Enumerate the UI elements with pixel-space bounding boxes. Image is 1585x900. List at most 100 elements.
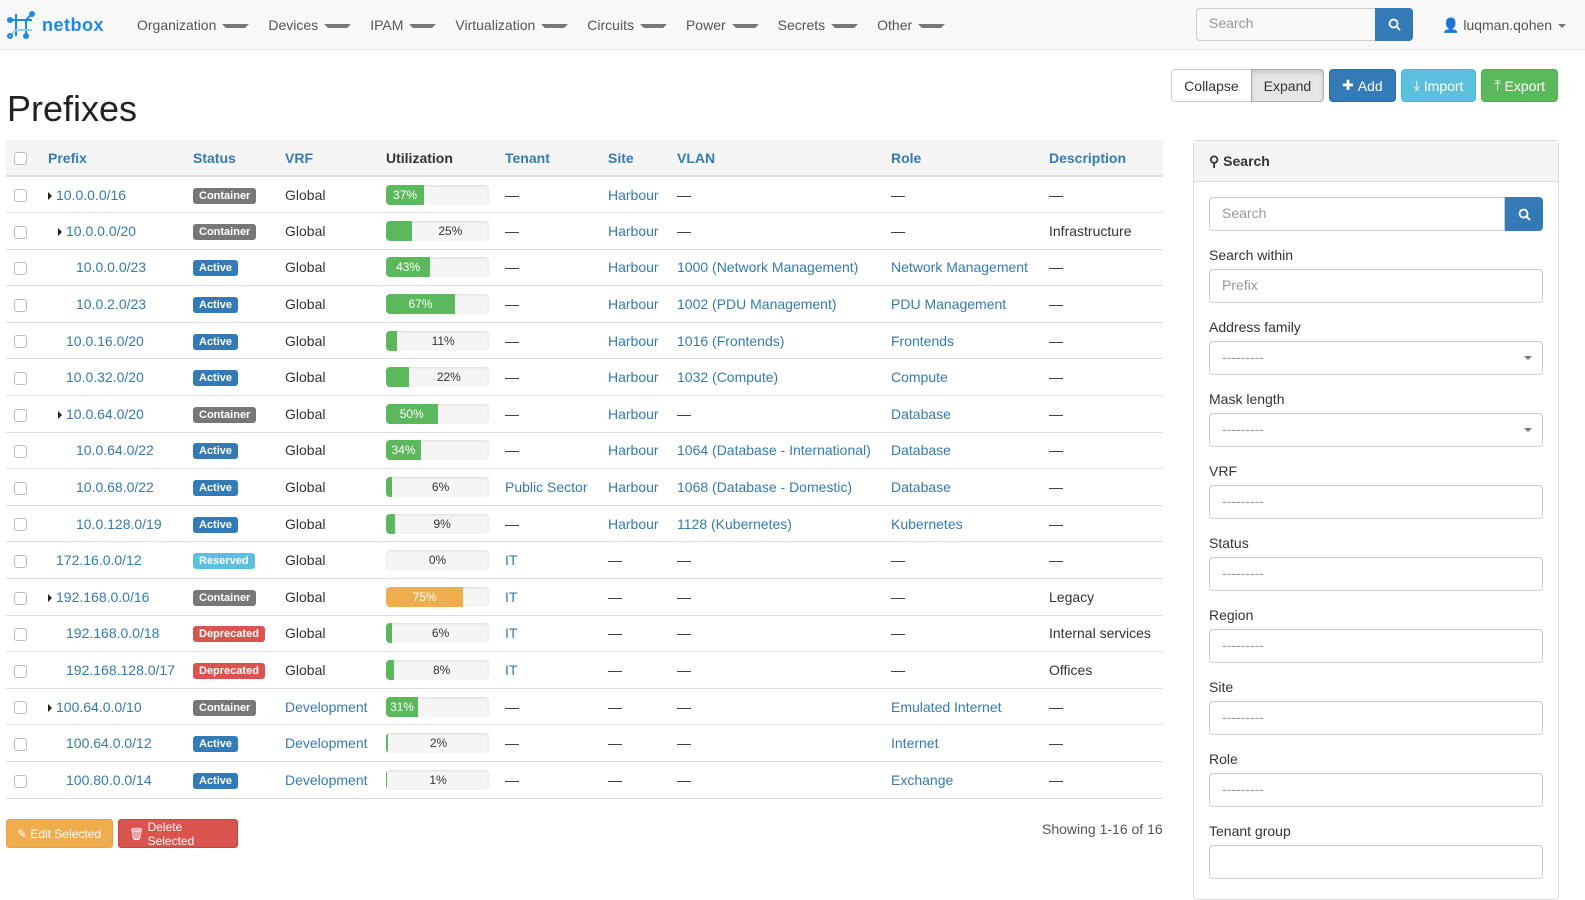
vlan-link[interactable]: 1000 (Network Management) bbox=[677, 259, 859, 276]
sidebar-search-input[interactable]: Search bbox=[1209, 197, 1505, 231]
address-family-select[interactable]: --------- bbox=[1209, 341, 1543, 375]
role-link[interactable]: Network Management bbox=[891, 259, 1028, 276]
region-input[interactable]: --------- bbox=[1209, 629, 1543, 663]
column-header-site[interactable]: Site bbox=[600, 140, 669, 177]
vlan-link[interactable]: 1032 (Compute) bbox=[677, 369, 779, 386]
column-header-tenant[interactable]: Tenant bbox=[497, 140, 600, 177]
row-select[interactable] bbox=[6, 322, 40, 360]
row-select[interactable] bbox=[6, 541, 40, 580]
row-select[interactable] bbox=[6, 651, 40, 689]
role-link[interactable]: PDU Management bbox=[891, 296, 1007, 313]
nav-menu-circuits[interactable]: Circuits bbox=[578, 17, 677, 33]
prefix-link[interactable]: 100.80.0.0/14 bbox=[66, 771, 152, 788]
search-within-input[interactable]: Prefix bbox=[1209, 269, 1543, 303]
tenant-link[interactable]: IT bbox=[505, 625, 518, 642]
row-select[interactable] bbox=[6, 761, 40, 799]
nav-menu-virtualization[interactable]: Virtualization bbox=[446, 17, 578, 33]
nav-menu-devices[interactable]: Devices bbox=[259, 17, 361, 33]
delete-selected-button[interactable]: 🗑 Delete Selected bbox=[118, 819, 238, 848]
brand-logo[interactable]: netbox bbox=[6, 10, 104, 40]
row-checkbox[interactable] bbox=[14, 372, 27, 386]
prefix-link[interactable]: 192.168.0.0/16 bbox=[56, 588, 150, 605]
prefix-link[interactable]: 192.168.128.0/17 bbox=[66, 662, 175, 679]
prefix-link[interactable]: 10.0.32.0/20 bbox=[66, 369, 144, 386]
vrf-link[interactable]: Development bbox=[285, 735, 368, 752]
column-header-status[interactable]: Status bbox=[185, 140, 277, 177]
nav-menu-power[interactable]: Power bbox=[677, 17, 769, 33]
expand-caret-icon[interactable] bbox=[58, 228, 62, 237]
role-link[interactable]: Kubernetes bbox=[891, 515, 963, 532]
prefix-link[interactable]: 100.64.0.0/12 bbox=[66, 735, 152, 752]
site-link[interactable]: Harbour bbox=[608, 186, 659, 203]
role-link[interactable]: Database bbox=[891, 479, 951, 496]
nav-menu-secrets[interactable]: Secrets bbox=[769, 17, 868, 33]
tenant-link[interactable]: IT bbox=[505, 552, 518, 569]
prefix-link[interactable]: 10.0.64.0/20 bbox=[66, 405, 144, 422]
column-header-vlan[interactable]: VLAN bbox=[669, 140, 883, 177]
vlan-link[interactable]: 1016 (Frontends) bbox=[677, 332, 785, 349]
site-link[interactable]: Harbour bbox=[608, 332, 659, 349]
role-link[interactable]: Frontends bbox=[891, 332, 955, 349]
row-checkbox[interactable] bbox=[14, 335, 27, 349]
site-link[interactable]: Harbour bbox=[608, 479, 659, 496]
row-checkbox[interactable] bbox=[14, 555, 27, 569]
prefix-link[interactable]: 10.0.2.0/23 bbox=[76, 296, 147, 313]
row-select[interactable] bbox=[6, 432, 40, 470]
nav-search-button[interactable] bbox=[1375, 8, 1413, 41]
tenant-link[interactable]: IT bbox=[505, 662, 518, 679]
row-checkbox[interactable] bbox=[14, 664, 27, 678]
prefix-link[interactable]: 10.0.0.0/23 bbox=[76, 259, 147, 276]
prefix-link[interactable]: 10.0.64.0/22 bbox=[76, 442, 154, 459]
prefix-link[interactable]: 10.0.16.0/20 bbox=[66, 332, 144, 349]
column-header-role[interactable]: Role bbox=[883, 140, 1041, 177]
mask-length-select[interactable]: --------- bbox=[1209, 413, 1543, 447]
user-menu[interactable]: 👤 luqman.qohen bbox=[1442, 17, 1567, 34]
select-all-checkbox[interactable] bbox=[14, 152, 27, 166]
prefix-link[interactable]: 192.168.0.0/18 bbox=[66, 625, 160, 642]
vlan-link[interactable]: 1002 (PDU Management) bbox=[677, 296, 837, 313]
site-link[interactable]: Harbour bbox=[608, 515, 659, 532]
vlan-link[interactable]: 1068 (Database - Domestic) bbox=[677, 479, 853, 496]
row-checkbox[interactable] bbox=[14, 189, 27, 203]
row-checkbox[interactable] bbox=[14, 445, 27, 459]
row-checkbox[interactable] bbox=[14, 518, 27, 532]
row-select[interactable] bbox=[6, 724, 40, 762]
site-link[interactable]: Harbour bbox=[608, 442, 659, 459]
nav-search-input[interactable]: Search bbox=[1196, 8, 1376, 41]
row-select[interactable] bbox=[6, 688, 40, 726]
select-all[interactable] bbox=[6, 140, 40, 177]
row-select[interactable] bbox=[6, 395, 40, 433]
column-header-description[interactable]: Description bbox=[1041, 140, 1163, 177]
site-link[interactable]: Harbour bbox=[608, 259, 659, 276]
expand-caret-icon[interactable] bbox=[48, 594, 52, 603]
expand-caret-icon[interactable] bbox=[48, 703, 52, 712]
row-select[interactable] bbox=[6, 505, 40, 543]
row-checkbox[interactable] bbox=[14, 225, 27, 239]
prefix-link[interactable]: 10.0.68.0/22 bbox=[76, 479, 154, 496]
row-select[interactable] bbox=[6, 468, 40, 506]
vrf-input[interactable]: --------- bbox=[1209, 485, 1543, 519]
tenant-link[interactable]: IT bbox=[505, 588, 518, 605]
row-checkbox[interactable] bbox=[14, 481, 27, 495]
tenant-link[interactable]: Public Sector bbox=[505, 479, 588, 496]
column-header-prefix[interactable]: Prefix bbox=[40, 140, 185, 177]
role-link[interactable]: Database bbox=[891, 442, 951, 459]
add-button[interactable]: ✚ Add bbox=[1329, 69, 1396, 102]
expand-caret-icon[interactable] bbox=[48, 191, 52, 200]
prefix-link[interactable]: 100.64.0.0/10 bbox=[56, 698, 142, 715]
tenant-group-input[interactable] bbox=[1209, 845, 1543, 879]
expand-button[interactable]: Expand bbox=[1250, 69, 1325, 102]
row-select[interactable] bbox=[6, 249, 40, 287]
row-checkbox[interactable] bbox=[14, 774, 27, 788]
site-input[interactable]: --------- bbox=[1209, 701, 1543, 735]
site-link[interactable]: Harbour bbox=[608, 405, 659, 422]
prefix-link[interactable]: 10.0.0.0/16 bbox=[56, 186, 127, 203]
row-checkbox[interactable] bbox=[14, 298, 27, 312]
site-link[interactable]: Harbour bbox=[608, 296, 659, 313]
row-checkbox[interactable] bbox=[14, 701, 27, 715]
column-header-vrf[interactable]: VRF bbox=[277, 140, 378, 177]
edit-selected-button[interactable]: ✎ Edit Selected bbox=[6, 819, 113, 848]
row-select[interactable] bbox=[6, 578, 40, 616]
row-checkbox[interactable] bbox=[14, 591, 27, 605]
export-button[interactable]: ⤒ Export bbox=[1481, 69, 1558, 102]
